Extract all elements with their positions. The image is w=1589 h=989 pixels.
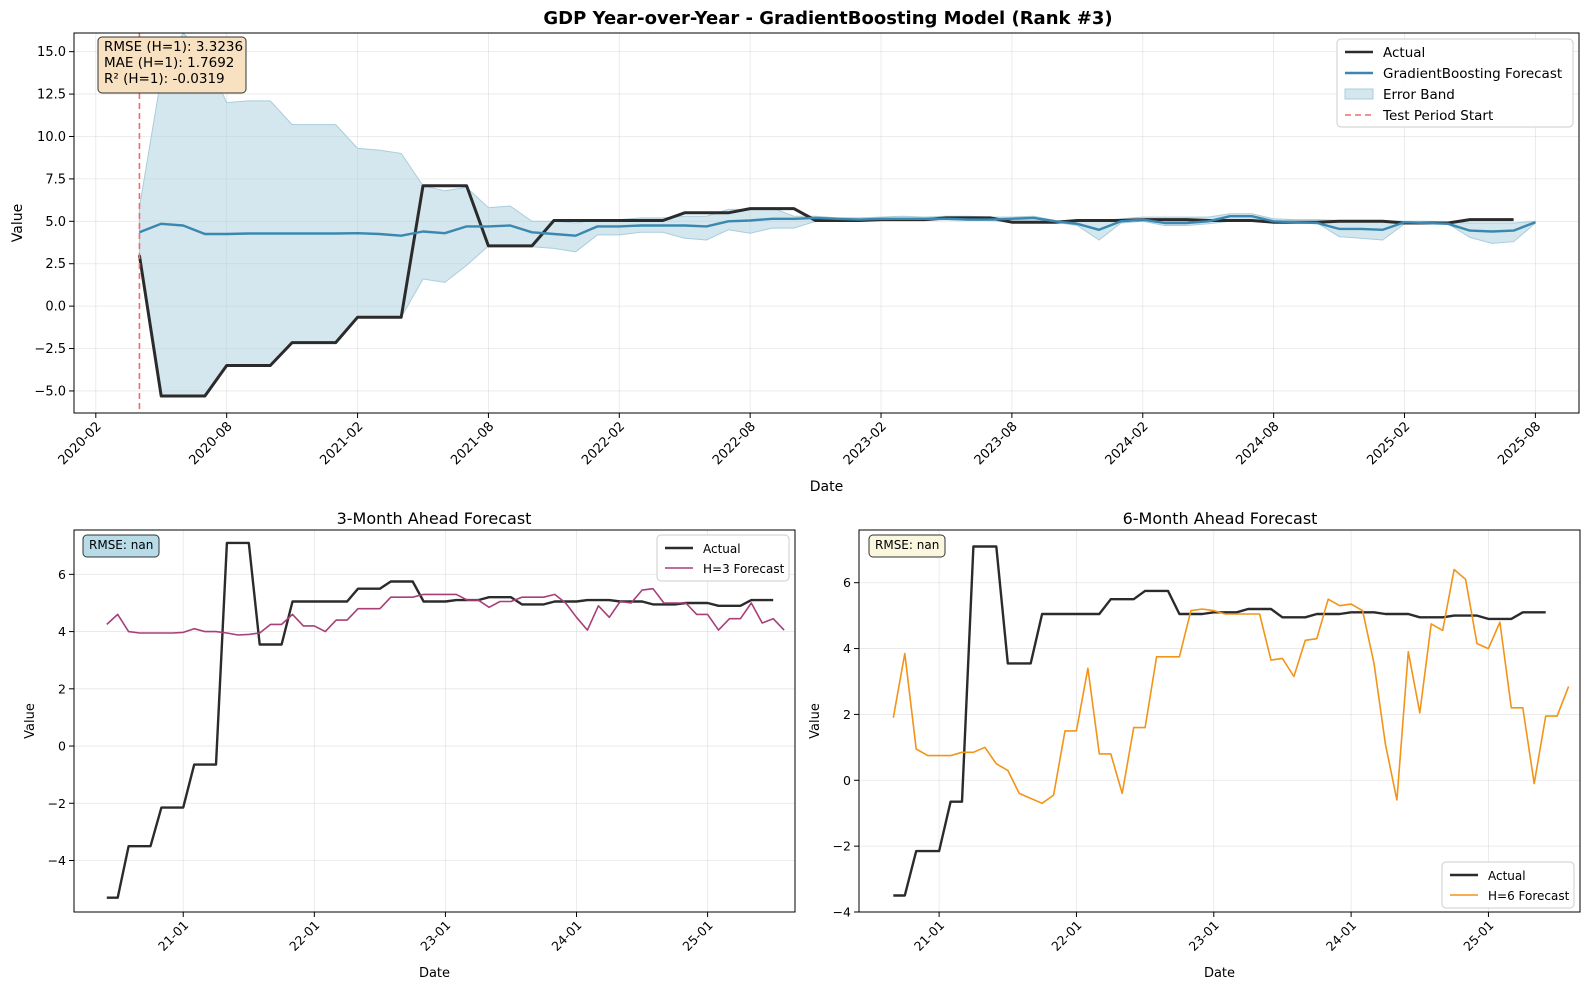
x-tick-label: 2021-02 xyxy=(317,419,366,468)
x-tick-label: 2022-02 xyxy=(579,419,628,468)
legend-background xyxy=(1336,38,1574,128)
x-tick-label: 2023-08 xyxy=(972,419,1021,468)
y-tick-label: 12.5 xyxy=(37,88,66,103)
y-tick-label: −4 xyxy=(833,905,851,920)
main-x-axis-label: Date xyxy=(810,479,843,495)
h6-plot-layer xyxy=(892,545,1570,897)
legend-label: Error Band xyxy=(1383,87,1455,103)
x-tick-label: 24-01 xyxy=(548,918,584,954)
main-forecast-chart: 2020-02 2020-08 2021-02 2021-08 2022-02 2022-… xyxy=(10,32,1580,495)
x-tick-label: 2021-08 xyxy=(448,419,497,468)
legend-label: Actual xyxy=(703,542,741,556)
metrics-box-background xyxy=(82,534,160,558)
h6-y-axis-label: Value xyxy=(808,703,823,739)
h6-axis-ticks: 21-01 22-01 23-01 24-01 25-01 −4 −2 0 2 4 6 xyxy=(833,575,1497,954)
h6-metrics-box: RMSE: nan xyxy=(868,534,946,558)
metrics-line: RMSE (H=1): 3.3236 xyxy=(104,39,243,55)
main-plot-layer xyxy=(137,32,1536,413)
h6-chart-title: 6-Month Ahead Forecast xyxy=(1123,509,1318,528)
legend-label: GradientBoosting Forecast xyxy=(1383,66,1562,82)
metrics-box-background xyxy=(868,534,946,558)
h3-forecast-chart: 3-Month Ahead Forecast 21-01 22-01 23-01 24… xyxy=(23,509,796,981)
h6-plot-frame xyxy=(858,529,1581,913)
figure-title: GDP Year-over-Year - GradientBoosting Mo… xyxy=(543,8,1112,29)
x-tick-label: 25-01 xyxy=(1460,918,1496,954)
x-tick-label: 24-01 xyxy=(1323,918,1359,954)
h6-x-axis-label: Date xyxy=(1204,966,1235,981)
forecast-series-line xyxy=(892,568,1570,805)
y-tick-label: 0.0 xyxy=(45,300,66,315)
x-tick-label: 2020-02 xyxy=(56,419,105,468)
y-tick-label: −2 xyxy=(48,796,66,811)
x-tick-label: 22-01 xyxy=(286,918,322,954)
h3-chart-title: 3-Month Ahead Forecast xyxy=(337,509,532,528)
x-tick-label: 21-01 xyxy=(155,918,191,954)
x-tick-label: 2024-08 xyxy=(1233,419,1282,468)
x-tick-label: 23-01 xyxy=(417,918,453,954)
y-tick-label: 0 xyxy=(58,739,66,754)
y-tick-label: 2 xyxy=(58,681,66,696)
error-band-area xyxy=(138,32,1536,397)
h6-legend: Actual H=6 Forecast xyxy=(1441,861,1575,909)
x-tick-label: 2024-02 xyxy=(1103,419,1152,468)
forecast-series-line xyxy=(138,215,1536,237)
y-tick-label: 10.0 xyxy=(37,130,66,145)
y-tick-label: 6 xyxy=(843,575,851,590)
h6-grid xyxy=(859,530,1580,913)
metrics-line: RMSE: nan xyxy=(89,538,153,552)
legend-background xyxy=(1441,861,1575,909)
legend-label: Actual xyxy=(1383,45,1425,61)
y-tick-label: 0 xyxy=(843,773,851,788)
y-tick-label: 6 xyxy=(58,567,66,582)
x-tick-label: 2025-08 xyxy=(1495,419,1544,468)
h3-grid xyxy=(74,530,795,912)
metrics-line: MAE (H=1): 1.7692 xyxy=(104,55,234,71)
x-tick-label: 2023-02 xyxy=(841,419,890,468)
metrics-box-background xyxy=(97,36,247,94)
h3-x-axis-label: Date xyxy=(419,966,450,981)
x-tick-label: 2022-08 xyxy=(710,419,759,468)
h3-metrics-box: RMSE: nan xyxy=(82,534,160,558)
y-tick-label: −4 xyxy=(48,853,66,868)
legend-swatch xyxy=(1344,88,1374,100)
y-tick-label: 2 xyxy=(843,707,851,722)
legend-label: Actual xyxy=(1488,869,1526,883)
h6-forecast-chart: 6-Month Ahead Forecast 21-01 22-01 23-01 24… xyxy=(808,509,1581,981)
h3-y-axis-label: Value xyxy=(23,703,38,739)
y-tick-label: −2.5 xyxy=(34,342,66,357)
h3-plot-frame xyxy=(73,529,796,913)
y-tick-label: 2.5 xyxy=(45,257,66,272)
metrics-line: R² (H=1): -0.0319 xyxy=(104,71,225,87)
main-y-axis-label: Value xyxy=(10,204,26,242)
legend-label: Test Period Start xyxy=(1382,108,1493,124)
h3-legend: Actual H=3 Forecast xyxy=(656,534,790,582)
x-tick-label: 2025-02 xyxy=(1364,419,1413,468)
main-legend: Actual GradientBoosting Forecast Error Ban… xyxy=(1336,38,1574,128)
x-tick-label: 2020-08 xyxy=(186,419,235,468)
x-tick-label: 21-01 xyxy=(911,918,947,954)
x-tick-label: 22-01 xyxy=(1048,918,1084,954)
y-tick-label: 5.0 xyxy=(45,215,66,230)
legend-label: H=3 Forecast xyxy=(703,562,785,576)
forecast-series-line xyxy=(106,587,785,636)
legend-background xyxy=(656,534,790,582)
main-plot-frame xyxy=(73,32,1580,414)
y-tick-label: 15.0 xyxy=(37,45,66,60)
y-tick-label: 7.5 xyxy=(45,172,66,187)
metrics-line: RMSE: nan xyxy=(875,538,939,552)
x-tick-label: 23-01 xyxy=(1186,918,1222,954)
h3-plot-layer xyxy=(106,541,785,899)
actual-series-line xyxy=(106,541,774,899)
y-tick-label: −2 xyxy=(833,839,851,854)
y-tick-label: −5.0 xyxy=(34,384,66,399)
legend-label: H=6 Forecast xyxy=(1488,889,1570,903)
x-tick-label: 25-01 xyxy=(679,918,715,954)
y-tick-label: 4 xyxy=(58,624,66,639)
h3-axis-ticks: 21-01 22-01 23-01 24-01 25-01 −4 −2 0 2 4 6 xyxy=(48,567,716,954)
y-tick-label: 4 xyxy=(843,641,851,656)
